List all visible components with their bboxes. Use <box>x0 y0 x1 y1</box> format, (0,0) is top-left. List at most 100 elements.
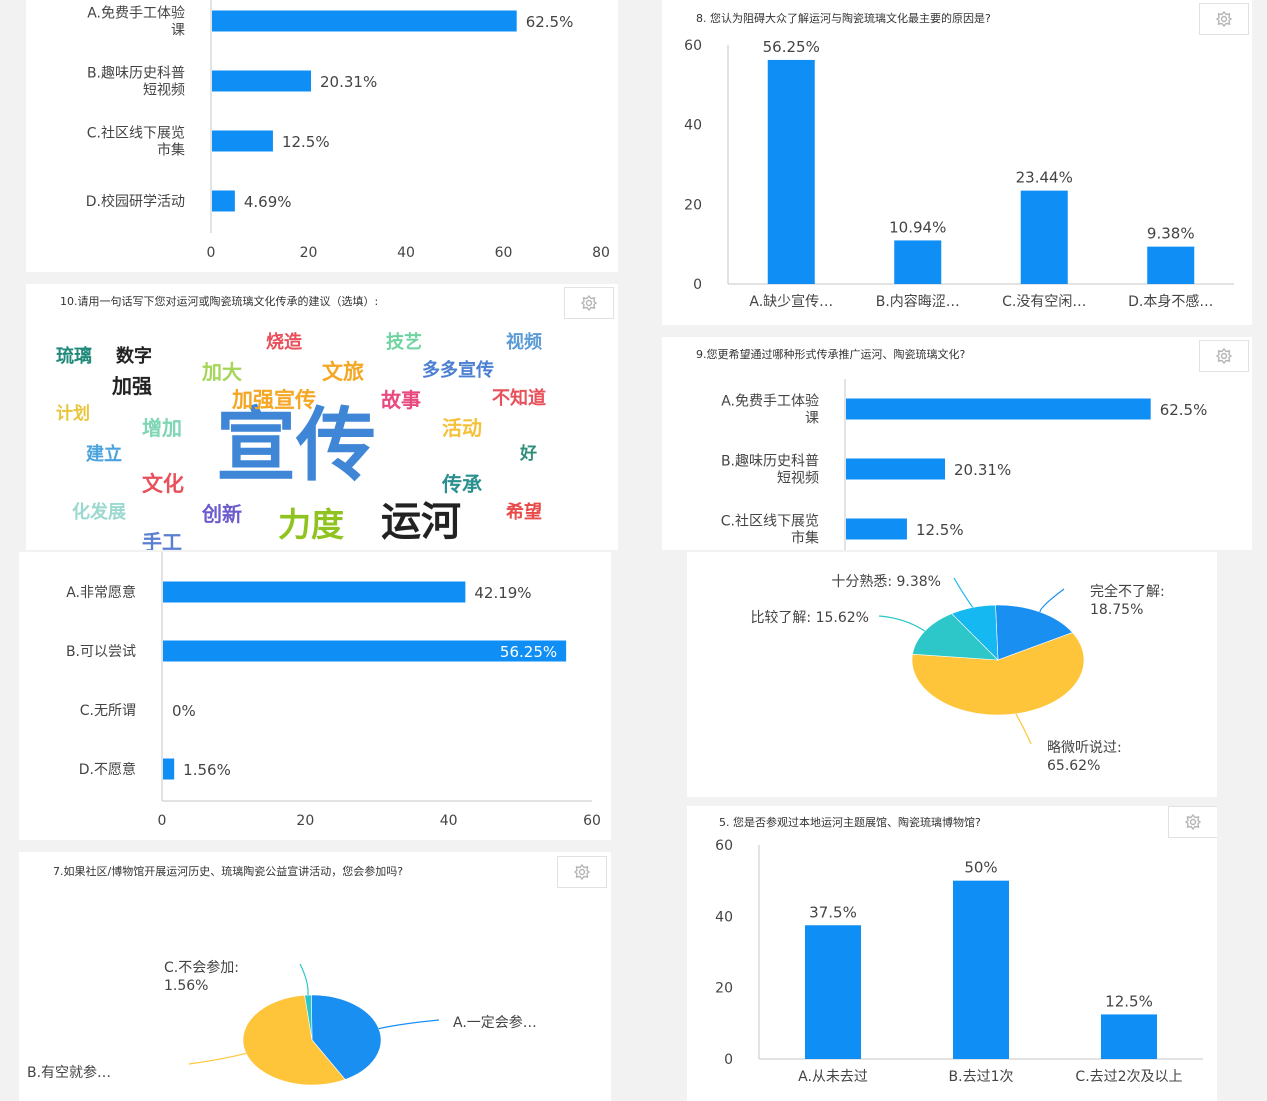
slice-label: 18.75% <box>1090 602 1143 618</box>
category-label: C.社区线下展览 <box>87 126 185 142</box>
y-tick-label: 20 <box>715 981 733 997</box>
category-label: C.无所谓 <box>80 703 136 719</box>
x-tick-label: 20 <box>300 245 318 261</box>
bar <box>212 190 235 212</box>
wordcloud-panel-q10: 10.请用一句话写下您对运河或陶瓷琉璃文化传承的建议（选填）: 宣传 运河 力度 琉璃… <box>26 284 618 550</box>
slice-label: 略微听说过: <box>1047 740 1122 756</box>
word: 琉璃 <box>56 346 92 367</box>
y-tick-label: 20 <box>684 197 702 213</box>
category-label: A.免费手工体验 <box>87 6 185 22</box>
leader-line <box>378 1019 440 1030</box>
word: 运河 <box>381 499 461 545</box>
word: 加强 <box>112 374 152 398</box>
x-tick-label: 0 <box>158 813 167 829</box>
chart-panel-q9: 9.您更希望通过哪种形式传承推广运河、陶瓷琉璃文化? A.免费手工体验课 62.5… <box>662 337 1252 550</box>
x-tick-label: 60 <box>583 813 601 829</box>
y-tick-label: 40 <box>715 909 733 925</box>
data-label: 42.19% <box>474 584 531 602</box>
chart-panel-form-preference: A.免费手工体验课 62.5% B.趣味历史科普 短视频 20.31% C.社区线下展览市… <box>26 0 618 272</box>
data-label: 4.69% <box>244 193 292 211</box>
word: 计划 <box>56 404 90 424</box>
category-label: C.社区线下展览 <box>721 514 819 530</box>
word: 技艺 <box>386 332 422 353</box>
slice-label: 完全不了解: <box>1090 583 1165 600</box>
category-label: B.可以尝试 <box>66 644 136 660</box>
bar <box>1101 1014 1157 1059</box>
data-label: 56.25% <box>500 643 557 661</box>
bar <box>767 59 815 284</box>
data-label: 23.44% <box>1016 169 1073 187</box>
data-label: 12.5% <box>1105 992 1153 1010</box>
category-label: B.内容晦涩… <box>876 293 960 310</box>
word: 好 <box>520 444 537 464</box>
wordcloud-title: 10.请用一句话写下您对运河或陶瓷琉璃文化传承的建议（选填）: <box>60 295 379 308</box>
y-tick-label: 60 <box>684 38 702 54</box>
word: 宣传 <box>216 399 376 492</box>
category-label: D.校园研学活动 <box>86 193 185 210</box>
leader-line <box>299 963 309 996</box>
bar <box>163 758 175 780</box>
bar <box>212 130 273 152</box>
slice-label: 比较了解: 15.62% <box>750 610 869 626</box>
word: 活动 <box>442 416 482 440</box>
word: 增加 <box>142 416 182 440</box>
pie-slice <box>242 994 346 1086</box>
leader-line <box>1039 588 1065 613</box>
word: 手工 <box>142 530 182 550</box>
data-label: 10.94% <box>889 218 946 236</box>
data-label: 1.56% <box>183 761 231 779</box>
bar <box>1147 246 1195 284</box>
pie-slice <box>995 604 1074 661</box>
settings-button[interactable] <box>564 287 614 319</box>
word: 传承 <box>442 472 482 496</box>
data-label: 12.5% <box>282 133 330 151</box>
y-tick-label: 60 <box>715 838 733 854</box>
word: 加强宣传 <box>232 388 316 412</box>
x-tick-label: 20 <box>296 813 314 829</box>
bar <box>846 398 1151 420</box>
y-tick-label: 0 <box>693 277 702 293</box>
leader-line <box>1015 713 1032 745</box>
bar <box>846 518 907 540</box>
category-label: A.缺少宣传… <box>749 294 833 310</box>
bar <box>953 880 1009 1059</box>
bar <box>212 70 312 92</box>
settings-button[interactable] <box>1168 806 1217 838</box>
bar <box>163 581 466 603</box>
gear-icon <box>1215 347 1233 365</box>
data-label: 50% <box>964 859 997 877</box>
gear-icon <box>580 294 598 312</box>
slice-label: A.一定会参… <box>453 1014 537 1031</box>
category-label: 短视频 <box>143 83 185 99</box>
word: 化发展 <box>72 502 126 523</box>
word: 不知道 <box>492 388 546 409</box>
word: 力度 <box>278 505 344 544</box>
x-tick-label: 80 <box>592 245 610 261</box>
settings-button[interactable] <box>557 856 607 888</box>
x-tick-label: 40 <box>440 813 458 829</box>
gear-icon <box>1184 813 1202 831</box>
category-label: A.非常愿意 <box>66 584 136 601</box>
leader-line <box>878 615 926 632</box>
category-label: 课 <box>805 411 819 427</box>
wordcloud: 宣传 运河 力度 琉璃 数字 加强 烧造 技艺 视频 加大 文旅 多多宣传 计划 加强宣传 故事 不知道 增加 活… <box>26 284 618 551</box>
word: 数字 <box>116 346 152 367</box>
y-tick-label: 40 <box>684 118 702 134</box>
word: 视频 <box>506 332 542 353</box>
settings-button[interactable] <box>1199 3 1249 35</box>
word: 故事 <box>381 388 421 412</box>
data-label: 62.5% <box>1160 401 1208 419</box>
chart-title: 8. 您认为阻碍大众了解运河与陶瓷琉璃文化最主要的原因是? <box>696 12 991 25</box>
chart-panel-familiarity: 完全不了解: 18.75% 略微听说过: 65.62% 比较了解: 15.62% 十分熟悉… <box>687 552 1217 797</box>
bar <box>163 640 567 662</box>
category-label: A.免费手工体验 <box>721 394 819 410</box>
slice-label: 1.56% <box>164 978 208 994</box>
category-label: B.趣味历史科普 <box>87 66 185 82</box>
data-label: 62.5% <box>526 13 574 31</box>
category-label: D.不愿意 <box>79 761 136 778</box>
chart-panel-q5: 5. 您是否参观过本地运河主题展馆、陶瓷琉璃博物馆? 0 20 40 60 37.5% A… <box>687 806 1217 1101</box>
category-label: B.去过1次 <box>949 1069 1014 1085</box>
settings-button[interactable] <box>1199 340 1249 372</box>
